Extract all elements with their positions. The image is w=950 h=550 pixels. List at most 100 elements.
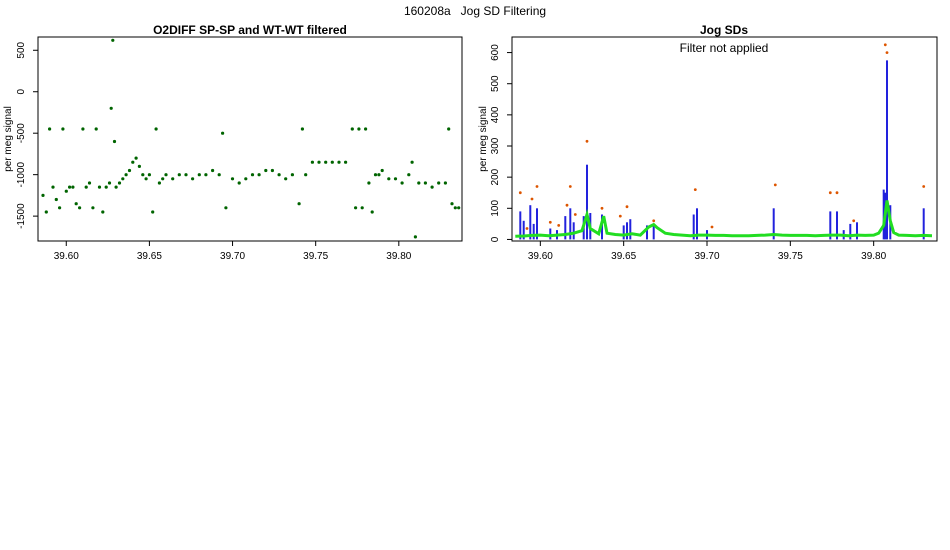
left-chart-axes: 39.60 39.65 39.70 39.75 39.80 -1500 -1000 -500 0… xyxy=(16,41,412,262)
right-y-tick-label: 300 xyxy=(490,137,501,154)
left-data-point xyxy=(297,202,301,206)
left-data-point xyxy=(407,173,411,177)
right-data-point xyxy=(525,227,529,230)
right-data-point xyxy=(518,191,522,195)
right-data-point xyxy=(652,219,656,223)
left-data-point xyxy=(370,210,374,214)
figure-suptitle: 160208a Jog SD Filtering xyxy=(403,4,547,18)
left-x-tick-label: 39.60 xyxy=(54,251,79,262)
left-data-point xyxy=(217,173,221,177)
right-chart-title: Jog SDs xyxy=(700,23,748,37)
left-data-point xyxy=(41,193,45,197)
left-data-point xyxy=(330,160,334,164)
left-data-point xyxy=(373,173,378,177)
left-data-point xyxy=(112,139,117,144)
left-data-point xyxy=(109,106,113,110)
left-data-point xyxy=(221,131,225,135)
left-data-point xyxy=(393,177,398,181)
left-data-point xyxy=(300,127,304,131)
right-chart-panel: Jog SDs Filter not applied per meg signa… xyxy=(478,23,938,262)
right-data-point xyxy=(625,205,629,209)
left-data-point xyxy=(400,181,404,185)
left-data-point xyxy=(97,185,102,189)
right-plot-frame xyxy=(511,36,938,242)
left-data-point xyxy=(111,38,115,42)
left-data-point xyxy=(91,206,95,210)
left-data-point xyxy=(94,127,98,131)
right-data-point xyxy=(883,43,887,47)
left-x-tick-label: 39.75 xyxy=(303,251,328,262)
right-y-tick-label: 500 xyxy=(490,75,501,92)
left-data-point xyxy=(184,173,188,177)
left-data-point xyxy=(164,173,168,177)
left-data-point xyxy=(437,181,441,185)
left-data-point xyxy=(417,181,421,185)
left-y-tick-label: 0 xyxy=(16,89,27,95)
right-x-tick-label: 39.75 xyxy=(778,251,803,262)
left-data-point xyxy=(350,127,354,131)
left-data-point xyxy=(357,127,361,131)
left-y-tick-label: -1000 xyxy=(16,161,27,187)
left-data-point xyxy=(387,177,391,181)
left-y-axis-label: per meg signal xyxy=(3,106,14,172)
right-data-point xyxy=(710,225,714,229)
right-data-point xyxy=(773,183,777,187)
left-data-point xyxy=(114,185,118,189)
left-data-point xyxy=(124,173,128,177)
left-data-point xyxy=(367,181,371,185)
left-chart-panel: O2DIFF SP-SP and WT-WT filtered per meg … xyxy=(3,23,463,262)
right-data-point xyxy=(693,188,697,192)
left-data-point xyxy=(78,206,82,210)
right-data-point xyxy=(885,51,889,54)
left-y-tick-label: -1500 xyxy=(16,203,27,229)
right-x-tick-label: 39.65 xyxy=(611,251,636,262)
left-data-point xyxy=(230,177,235,181)
left-data-point xyxy=(191,177,195,181)
left-data-point xyxy=(151,210,155,214)
left-data-point xyxy=(44,210,48,214)
left-y-tick-label: -500 xyxy=(16,123,27,143)
left-data-point xyxy=(144,177,148,181)
right-data-point xyxy=(568,185,572,188)
right-y-tick-label: 100 xyxy=(490,200,501,217)
left-data-point xyxy=(317,160,321,164)
left-data-point xyxy=(177,173,181,177)
left-data-point xyxy=(71,185,75,189)
left-data-point xyxy=(310,160,314,164)
left-data-point xyxy=(74,202,78,206)
right-data-point xyxy=(828,191,832,195)
right-data-point xyxy=(573,213,577,216)
left-data-point xyxy=(457,206,461,210)
right-y-tick-label: 600 xyxy=(490,44,501,61)
left-x-tick-label: 39.65 xyxy=(137,251,162,262)
left-data-point xyxy=(284,177,288,181)
left-data-point xyxy=(81,127,85,131)
right-data-point xyxy=(548,220,552,224)
left-data-point xyxy=(157,181,161,185)
right-data-point xyxy=(835,191,839,195)
left-data-point xyxy=(270,168,274,173)
left-data-point xyxy=(453,206,457,210)
left-data-point xyxy=(134,156,138,160)
left-plot-frame xyxy=(37,36,463,242)
right-chart-annotation: Filter not applied xyxy=(680,41,769,55)
left-data-point xyxy=(360,206,364,210)
left-data-point xyxy=(423,181,427,185)
left-data-point xyxy=(51,185,55,189)
left-data-point xyxy=(430,185,434,189)
right-sd-line xyxy=(515,200,933,238)
left-data-point xyxy=(257,173,261,177)
left-data-point xyxy=(171,177,175,181)
left-data-point xyxy=(107,181,112,185)
left-data-point xyxy=(337,160,341,164)
left-data-point xyxy=(127,168,132,173)
left-data-point xyxy=(84,185,88,189)
right-chart-marks xyxy=(515,43,933,240)
right-data-point xyxy=(618,214,622,218)
right-x-tick-label: 39.60 xyxy=(528,251,553,262)
left-data-point xyxy=(211,168,215,173)
left-data-point xyxy=(197,173,201,177)
left-data-point xyxy=(54,197,58,202)
left-data-point xyxy=(290,173,294,177)
